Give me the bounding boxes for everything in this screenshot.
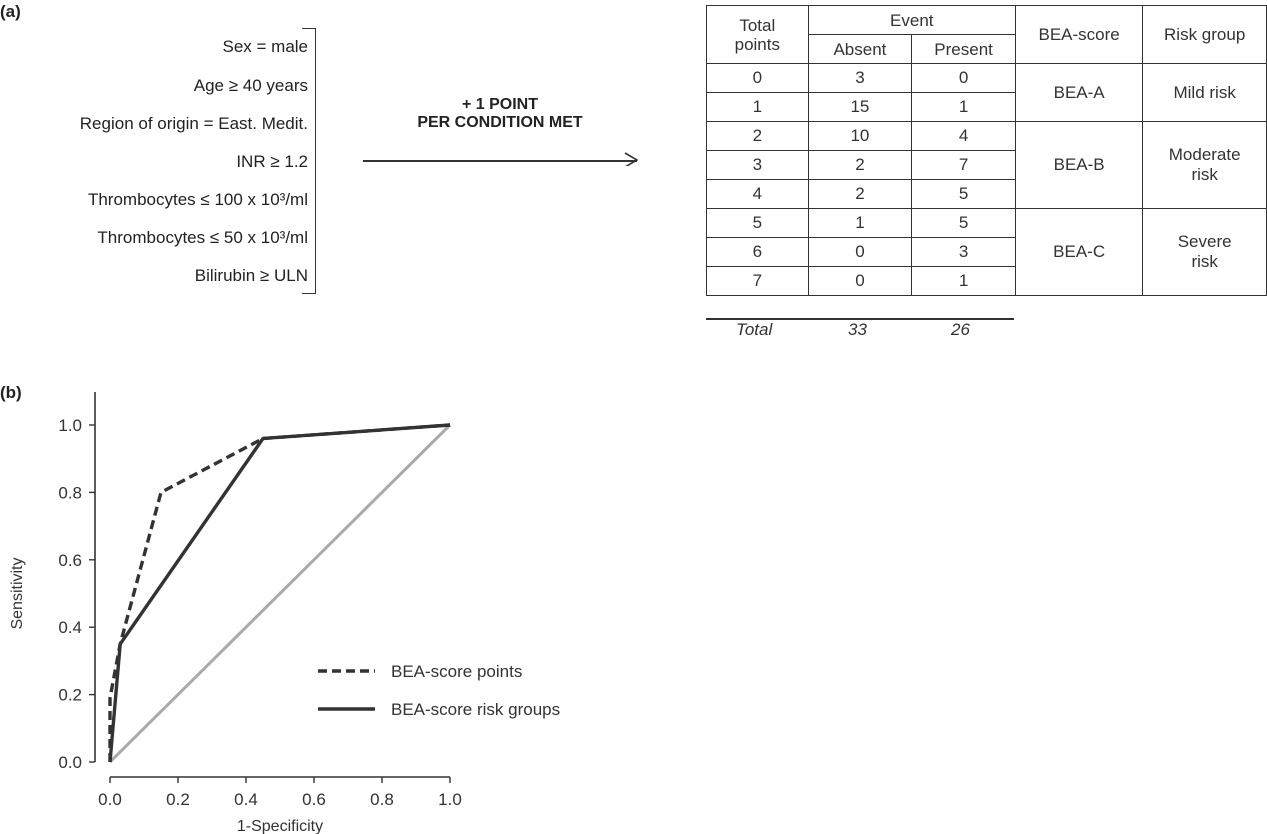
reference-diagonal-line	[108, 423, 452, 764]
roc-chart: 0.0 0.2 0.4 0.6 0.8 1.0 0.0 0.2 0.4 0.6 0.8 1.0 BEA…	[9, 392, 560, 834]
present-cell: 5	[911, 179, 1016, 209]
total-label: Total	[736, 320, 773, 339]
condition-item: Age ≥ 40 years	[193, 76, 308, 95]
chart-series	[108, 423, 452, 764]
header-absent: Absent	[807, 34, 913, 64]
condition-item: Region of origin = East. Medit.	[79, 114, 308, 133]
score-table: Total points Event BEA-score Risk group …	[706, 5, 1267, 296]
chart-ticks: 0.0 0.2 0.4 0.6 0.8 1.0 0.0 0.2 0.4 0.6 0.8 1.0	[58, 416, 461, 809]
present-cell: 0	[911, 63, 1016, 93]
arrow-head-icon	[624, 152, 638, 166]
chart-legend: BEA-score points BEA-score risk groups	[318, 662, 560, 719]
risk-group-cell: Moderate risk	[1142, 121, 1267, 209]
y-tick-label: 0.6	[58, 551, 82, 570]
present-cell: 5	[911, 208, 1016, 238]
y-tick-label: 0.2	[58, 686, 82, 705]
present-cell: 1	[911, 92, 1016, 122]
points-cell: 5	[706, 208, 809, 238]
risk-group-line2: risk	[1191, 252, 1218, 271]
points-cell: 7	[706, 266, 809, 296]
present-cell: 7	[911, 150, 1016, 180]
legend-label: BEA-score risk groups	[391, 700, 560, 719]
y-tick-label: 0.0	[58, 753, 82, 772]
chart-axes	[94, 392, 450, 778]
header-bea-score: BEA-score	[1014, 5, 1144, 64]
absent-cell: 15	[807, 92, 913, 122]
arrow-label: + 1 POINT PER CONDITION MET	[400, 96, 600, 132]
points-cell: 1	[706, 92, 809, 122]
present-cell: 4	[911, 121, 1016, 151]
arrow-label-line1: + 1 POINT	[461, 96, 539, 113]
series-line-bea-score-risk-groups	[108, 423, 451, 763]
header-total-points-line2: points	[734, 34, 780, 54]
conditions-bracket	[302, 28, 316, 294]
panel-a-label: (a)	[0, 2, 21, 21]
header-present: Present	[911, 34, 1016, 64]
header-total-points: Total points	[706, 5, 809, 64]
absent-cell: 2	[807, 150, 913, 180]
arrow-line	[363, 160, 637, 162]
points-cell: 2	[706, 121, 809, 151]
risk-group-cell: Mild risk	[1142, 63, 1267, 122]
points-cell: 6	[706, 237, 809, 267]
total-present: 26	[951, 320, 970, 339]
y-tick-label: 1.0	[58, 416, 82, 435]
x-tick-label: 0.2	[166, 790, 190, 809]
risk-group-line1: Moderate	[1168, 145, 1241, 164]
points-cell: 4	[706, 179, 809, 209]
bea-score-cell: BEA-C	[1014, 208, 1144, 296]
header-event: Event	[807, 5, 1016, 35]
conditions-list: Sex = male Age ≥ 40 years Region of orig…	[0, 26, 308, 296]
table-row: 1 15 1	[706, 92, 1267, 122]
table-row: 7 0 1	[706, 266, 1267, 296]
table-row: 3 2 7	[706, 150, 1267, 180]
total-rule	[706, 318, 1014, 321]
absent-cell: 10	[807, 121, 913, 151]
points-cell: 3	[706, 150, 809, 180]
present-cell: 1	[911, 266, 1016, 296]
present-cell: 3	[911, 237, 1016, 267]
x-tick-label: 0.6	[302, 790, 326, 809]
header-total-points-line1: Total	[739, 15, 776, 35]
y-tick-label: 0.4	[58, 618, 82, 637]
risk-group-line2: risk	[1191, 165, 1218, 184]
absent-cell: 1	[807, 208, 913, 238]
condition-item: Bilirubin ≥ ULN	[194, 266, 308, 285]
x-tick-label: 1.0	[438, 790, 462, 809]
legend-label: BEA-score points	[391, 662, 522, 681]
panel-b-label: (b)	[0, 383, 22, 402]
points-cell: 0	[706, 63, 809, 93]
table-row: 2 10 4 BEA-B Moderate risk	[706, 121, 1267, 209]
risk-group-line1: Mild risk	[1173, 82, 1236, 102]
series-line-bea-score-points	[108, 423, 451, 762]
total-absent: 33	[848, 320, 867, 339]
absent-cell: 2	[807, 179, 913, 209]
y-tick-label: 0.8	[58, 483, 82, 502]
absent-cell: 3	[807, 63, 913, 93]
absent-cell: 0	[807, 266, 913, 296]
table-row: 5 1 5 BEA-C Severe risk	[706, 208, 1267, 296]
condition-item: Thrombocytes ≤ 100 x 10³/ml	[87, 190, 308, 209]
risk-group-line1: Severe	[1177, 232, 1232, 251]
header-risk-group: Risk group	[1142, 5, 1267, 64]
table-row: 0 3 0 BEA-A Mild risk	[706, 63, 1267, 122]
x-tick-label: 0.4	[234, 790, 258, 809]
y-axis-title: Sensitivity	[9, 557, 26, 629]
condition-item: Thrombocytes ≤ 50 x 10³/ml	[97, 228, 308, 247]
x-axis-title: 1-Specificity	[237, 818, 323, 834]
condition-item: Sex = male	[222, 37, 308, 56]
arrow-label-line2: PER CONDITION MET	[417, 114, 583, 131]
bea-score-cell: BEA-B	[1014, 121, 1144, 209]
absent-cell: 0	[807, 237, 913, 267]
x-tick-label: 0.8	[370, 790, 394, 809]
bea-score-cell: BEA-A	[1014, 63, 1144, 122]
risk-group-cell: Severe risk	[1142, 208, 1267, 296]
x-tick-label: 0.0	[98, 790, 122, 809]
condition-item: INR ≥ 1.2	[236, 152, 308, 171]
table-row: 6 0 3	[706, 237, 1267, 267]
